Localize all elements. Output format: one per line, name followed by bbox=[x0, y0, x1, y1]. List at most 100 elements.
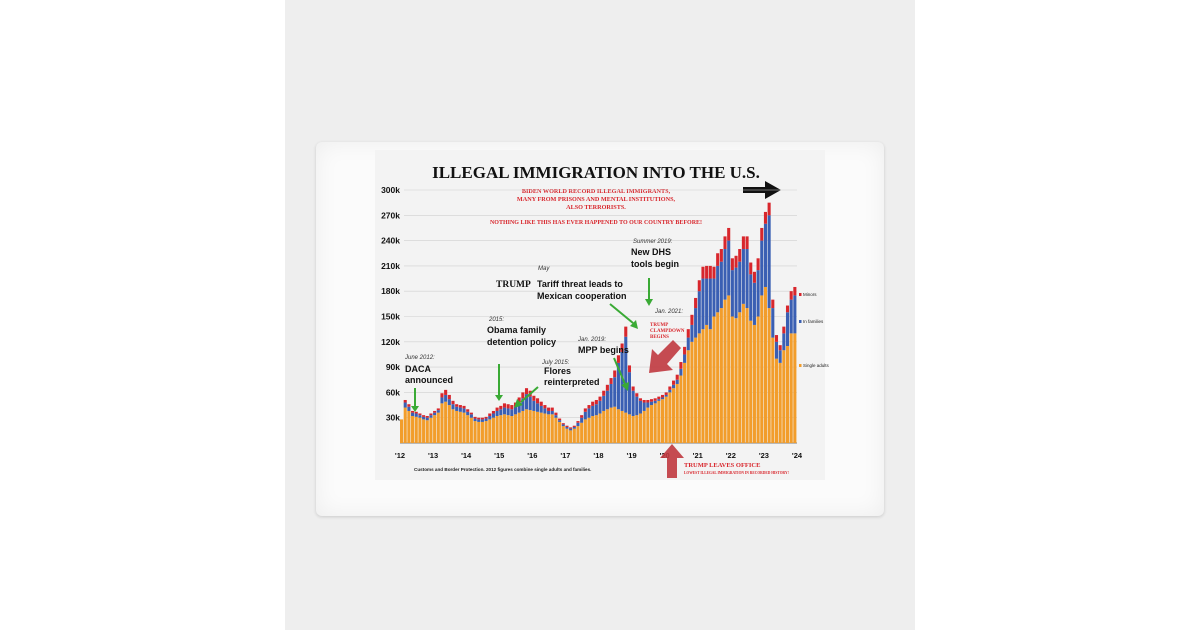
bar-segment-minors bbox=[616, 355, 620, 363]
bar-segment-single-adults bbox=[649, 405, 654, 443]
bar-segment-single-adults bbox=[602, 410, 606, 443]
bar-segment-single-adults bbox=[477, 421, 481, 443]
x-tick-label: '17 bbox=[560, 451, 570, 460]
bar-segment-single-adults bbox=[539, 412, 543, 443]
bar-segment-in-families bbox=[411, 412, 415, 417]
x-tick-label: '23 bbox=[759, 451, 769, 460]
bar-segment-minors bbox=[683, 346, 687, 355]
bar-segment-minors bbox=[565, 425, 569, 427]
bar-segment-single-adults bbox=[789, 333, 793, 443]
bar-segment-in-families bbox=[716, 265, 720, 313]
annotation-leaves-office-sub: LOWEST ILLEGAL IMMIGRATION IN RECORDED H… bbox=[684, 471, 789, 475]
bar-segment-minors bbox=[774, 335, 779, 342]
annotation-flores-kicker: July 2015: bbox=[541, 360, 570, 366]
bar-segment-in-families bbox=[484, 418, 488, 422]
annotation-obama-kicker: 2015: bbox=[488, 317, 504, 323]
bar-segment-minors bbox=[462, 405, 466, 409]
bar-segment-in-families bbox=[429, 415, 433, 418]
bar-segment-minors bbox=[480, 417, 484, 420]
bar-segment-minors bbox=[624, 326, 628, 337]
bar-segment-in-families bbox=[455, 406, 459, 411]
bar-segment-minors bbox=[447, 394, 451, 400]
bar-segment-minors bbox=[712, 266, 716, 279]
bar-segment-in-families bbox=[712, 278, 716, 317]
x-tick-label: '19 bbox=[627, 451, 637, 460]
x-tick-label: '12 bbox=[395, 451, 405, 460]
bar-segment-in-families bbox=[745, 249, 749, 309]
bar-segment-minors bbox=[532, 395, 536, 401]
bar-segment-in-families bbox=[517, 402, 521, 413]
bar-segment-single-adults bbox=[524, 409, 529, 443]
bar-segment-in-families bbox=[708, 278, 712, 330]
bar-segment-single-adults bbox=[749, 320, 753, 443]
bar-segment-single-adults bbox=[451, 409, 455, 443]
bar-segment-minors bbox=[638, 398, 643, 401]
bar-segment-in-families bbox=[642, 402, 646, 411]
bar-segment-minors bbox=[719, 249, 723, 262]
x-tick-label: '15 bbox=[494, 451, 504, 460]
bar-segment-in-families bbox=[741, 249, 745, 304]
subtitle-2: NOTHING LIKE THIS HAS EVER HAPPENED TO O… bbox=[490, 220, 702, 226]
bar-segment-minors bbox=[433, 410, 437, 413]
bar-segment-in-families bbox=[547, 410, 551, 415]
bar-segment-single-adults bbox=[624, 412, 628, 443]
bar-segment-single-adults bbox=[719, 308, 723, 443]
bar-segment-in-families bbox=[491, 413, 495, 418]
bar-segment-in-families bbox=[624, 336, 628, 413]
bar-segment-in-families bbox=[730, 270, 734, 317]
bar-segment-in-families bbox=[532, 400, 536, 411]
bar-segment-minors bbox=[484, 416, 488, 419]
y-tick-label: 90k bbox=[386, 362, 400, 372]
bar-segment-in-families bbox=[425, 417, 429, 421]
bar-segment-in-families bbox=[694, 308, 698, 338]
bar-segment-single-adults bbox=[793, 333, 797, 443]
bar-segment-in-families bbox=[440, 397, 444, 404]
bar-segment-minors bbox=[679, 362, 683, 369]
bar-segment-minors bbox=[473, 416, 477, 419]
bar-segment-single-adults bbox=[466, 415, 470, 443]
bar-segment-minors bbox=[708, 265, 712, 279]
bar-segment-minors bbox=[510, 405, 514, 410]
bar-segment-single-adults bbox=[576, 426, 580, 443]
bar-segment-in-families bbox=[616, 362, 620, 410]
bar-segment-single-adults bbox=[605, 409, 609, 443]
bar-segment-single-adults bbox=[499, 415, 503, 443]
bar-segment-minors bbox=[631, 386, 635, 391]
annotation-may-kicker: May bbox=[538, 266, 550, 272]
bar-segment-in-families bbox=[635, 396, 639, 416]
bar-segment-in-families bbox=[403, 402, 407, 408]
bar-segment-minors bbox=[558, 418, 562, 421]
bar-segment-single-adults bbox=[774, 358, 779, 443]
bar-segment-minors bbox=[672, 380, 676, 385]
bar-segment-in-families bbox=[594, 404, 598, 416]
annotation-tariff-text: Tariff threat leads to Mexican cooperatio… bbox=[537, 279, 627, 301]
bar-segment-single-adults bbox=[462, 412, 466, 443]
bar-segment-minors bbox=[701, 266, 705, 279]
bar-segment-single-adults bbox=[668, 392, 672, 443]
bar-segment-single-adults bbox=[580, 422, 584, 443]
y-tick-label: 180k bbox=[381, 286, 400, 296]
bar-segment-minors bbox=[524, 388, 529, 395]
bar-segment-in-families bbox=[719, 261, 723, 309]
bar-segment-single-adults bbox=[723, 299, 727, 443]
bar-segment-in-families bbox=[513, 406, 518, 415]
bar-segment-minors bbox=[609, 378, 613, 384]
bar-segment-single-adults bbox=[785, 346, 790, 443]
bar-segment-single-adults bbox=[521, 410, 525, 443]
bar-segment-single-adults bbox=[738, 312, 742, 443]
bar-segment-single-adults bbox=[510, 416, 514, 443]
bar-segment-minors bbox=[664, 392, 668, 395]
subtitle-line-1: BIDEN WORLD RECORD ILLEGAL IMMIGRANTS, bbox=[522, 188, 671, 195]
bar-segment-single-adults bbox=[745, 308, 749, 443]
bar-segment-minors bbox=[789, 291, 793, 300]
bar-segment-single-adults bbox=[400, 419, 404, 443]
annotation-mpp-text: MPP begins bbox=[578, 345, 629, 355]
bar-segment-minors bbox=[785, 305, 790, 313]
bar-segment-minors bbox=[488, 413, 492, 417]
bar-segment-minors bbox=[403, 399, 407, 403]
bar-segment-single-adults bbox=[727, 295, 731, 443]
bar-segment-minors bbox=[627, 365, 631, 373]
bar-segment-in-families bbox=[679, 368, 683, 376]
bar-segment-single-adults bbox=[569, 430, 573, 443]
bar-segment-in-families bbox=[668, 389, 672, 393]
